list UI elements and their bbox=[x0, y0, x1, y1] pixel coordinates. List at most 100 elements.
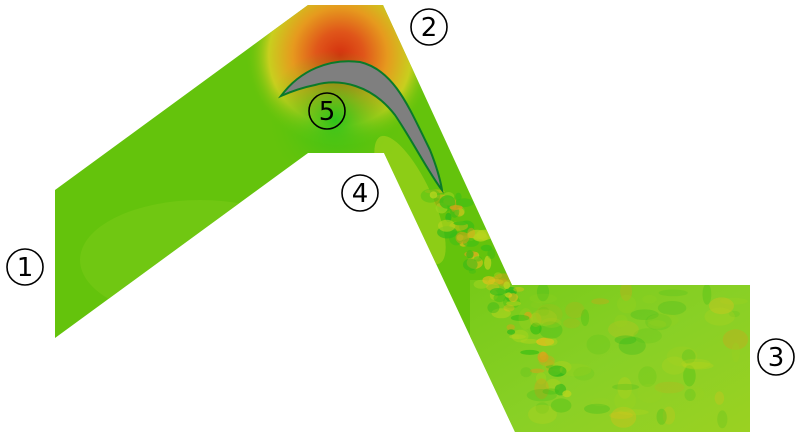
wake-blob bbox=[468, 269, 476, 274]
wake-blob bbox=[510, 314, 530, 321]
outlet-turbulence-blob bbox=[720, 297, 748, 305]
wake-blob bbox=[509, 334, 526, 340]
outlet-turbulence-blob bbox=[529, 312, 542, 327]
outlet-turbulence-blob bbox=[530, 309, 558, 327]
label-3: 3 bbox=[757, 338, 795, 376]
outlet-turbulence-blob bbox=[617, 409, 649, 416]
label-4: 4 bbox=[341, 174, 379, 212]
label-1-text: 1 bbox=[17, 253, 34, 283]
wake-blob bbox=[536, 337, 555, 346]
wake-blob bbox=[488, 278, 504, 285]
wake-blob bbox=[429, 191, 438, 199]
inlet-lighter-band bbox=[80, 200, 320, 320]
outlet-turbulence-blob bbox=[682, 361, 714, 370]
outlet-turbulence-blob bbox=[637, 383, 663, 404]
outlet-turbulence-blob bbox=[584, 403, 610, 414]
wake-blob bbox=[466, 250, 474, 259]
outlet-turbulence-blob bbox=[612, 383, 640, 391]
outlet-turbulence-blob bbox=[681, 349, 696, 364]
outlet-turbulence-blob bbox=[714, 391, 725, 405]
outlet-turbulence-blob bbox=[518, 308, 534, 330]
wake-blob bbox=[438, 219, 456, 232]
flow-domain bbox=[55, 5, 750, 432]
wake-blob bbox=[535, 372, 547, 385]
outlet-turbulence-blob bbox=[717, 410, 728, 429]
wake-blob bbox=[507, 329, 516, 335]
wake-blob bbox=[466, 256, 483, 269]
outlet-turbulence-blob bbox=[535, 402, 549, 414]
outlet-turbulence-blob bbox=[565, 301, 585, 319]
outlet-turbulence-blob bbox=[559, 363, 592, 377]
outlet-turbulence-blob bbox=[520, 367, 532, 378]
outlet-turbulence-blob bbox=[633, 328, 662, 344]
outlet-turbulence-blob bbox=[617, 294, 637, 314]
outlet-turbulence-blob bbox=[690, 386, 705, 401]
wake-blob bbox=[562, 390, 572, 398]
wake-blob bbox=[455, 231, 470, 244]
outlet-turbulence-blob bbox=[657, 301, 687, 315]
outlet-turbulence-blob bbox=[529, 293, 557, 304]
outlet-turbulence-blob bbox=[656, 408, 667, 425]
outlet-turbulence-blob bbox=[684, 388, 696, 401]
outlet-turbulence-blob bbox=[614, 390, 636, 412]
wake-blob bbox=[520, 349, 540, 355]
wake-blob bbox=[453, 221, 468, 226]
wake-blob bbox=[482, 276, 496, 285]
outlet-turbulence-blob bbox=[731, 342, 740, 363]
outlet-turbulence-blob bbox=[608, 320, 639, 339]
outlet-turbulence-blob bbox=[617, 377, 632, 399]
wake-blob bbox=[544, 337, 558, 346]
outlet-turbulence-blob bbox=[614, 335, 637, 345]
wake-blob bbox=[424, 189, 445, 194]
outlet-turbulence-blob bbox=[586, 334, 611, 355]
outlet-turbulence-blob bbox=[563, 318, 581, 329]
outlet-turbulence-blob bbox=[541, 361, 563, 376]
wake-blob bbox=[490, 288, 506, 296]
outlet-turbulence-blob bbox=[638, 366, 657, 387]
outlet-turbulence-blob bbox=[591, 298, 610, 305]
outlet-turbulence-blob bbox=[666, 346, 698, 367]
outlet-turbulence-blob bbox=[704, 307, 735, 326]
outlet-turbulence-blob bbox=[590, 398, 611, 407]
wake-blob bbox=[473, 256, 482, 262]
wake-blob bbox=[529, 368, 545, 374]
outlet-turbulence-blob bbox=[530, 301, 543, 309]
wake-blob bbox=[487, 302, 500, 314]
outlet-turbulence-blob bbox=[539, 321, 563, 339]
outlet-turbulence-blob bbox=[526, 389, 557, 402]
wake-blob bbox=[463, 258, 478, 271]
outlet-turbulence-blob bbox=[662, 406, 676, 425]
outlet-turbulence-blob bbox=[683, 365, 696, 387]
outlet-turbulence-blob bbox=[709, 297, 734, 315]
wake-vortices bbox=[420, 188, 749, 429]
wake-blob bbox=[439, 195, 456, 209]
wake-blob bbox=[480, 244, 493, 252]
label-5: 5 bbox=[308, 92, 346, 130]
outlet-turbulence-blob bbox=[541, 317, 562, 328]
outlet-turbulence-blob bbox=[722, 329, 749, 350]
wake-blob bbox=[467, 227, 476, 239]
outlet-turbulence-blob bbox=[580, 309, 590, 327]
wake-blob bbox=[537, 351, 549, 363]
wake-blob bbox=[449, 205, 463, 210]
wake-blob bbox=[476, 229, 493, 241]
pressure-side-band bbox=[374, 135, 446, 265]
outlet-turbulence-blob bbox=[528, 404, 557, 424]
wake-blob bbox=[493, 293, 506, 303]
outlet-turbulence-blob bbox=[702, 283, 712, 305]
wake-blob bbox=[511, 329, 529, 343]
outlet-turbulence-blob bbox=[518, 328, 530, 344]
outlet-turbulence-blob bbox=[645, 313, 672, 331]
outlet-turbulence-blob bbox=[610, 406, 637, 428]
wake-blob bbox=[455, 192, 462, 201]
label-2-text: 2 bbox=[421, 13, 438, 43]
outlet-turbulence-blob bbox=[550, 398, 572, 413]
wake-blob bbox=[491, 308, 511, 319]
wake-blob bbox=[454, 207, 465, 217]
label-3-text: 3 bbox=[768, 343, 785, 373]
wake-blob bbox=[520, 338, 539, 344]
outlet-turbulence-blob bbox=[538, 306, 550, 316]
wake-blob bbox=[506, 324, 515, 331]
outlet-turbulence-blob bbox=[728, 310, 740, 318]
